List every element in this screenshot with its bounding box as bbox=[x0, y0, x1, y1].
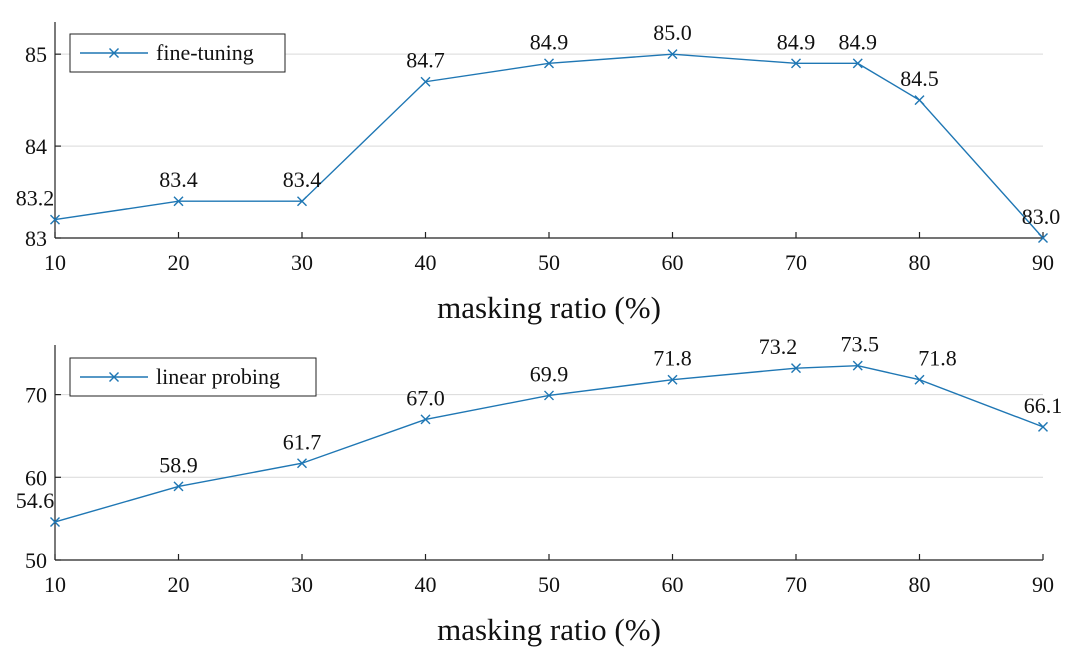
y-tick-label: 84 bbox=[25, 134, 47, 159]
data-label: 66.1 bbox=[1024, 393, 1063, 418]
legend: fine-tuning bbox=[69, 33, 286, 73]
data-point-marker bbox=[297, 458, 307, 469]
x-tick-label: 40 bbox=[415, 250, 437, 275]
data-point-marker bbox=[914, 95, 925, 106]
x-tick-label: 70 bbox=[785, 250, 807, 275]
data-label: 84.9 bbox=[777, 29, 816, 54]
data-label: 84.7 bbox=[406, 48, 445, 73]
legend-label: linear probing bbox=[156, 364, 280, 389]
x-tick-label: 90 bbox=[1032, 572, 1054, 597]
data-point-marker bbox=[420, 414, 431, 425]
chart-panel-2: 50 60 70 10 20 30 40 50 60 70 80 90 masking ratio (%… bbox=[16, 332, 1063, 647]
legend-label: fine-tuning bbox=[156, 40, 254, 65]
y-tick-label: 83 bbox=[25, 226, 47, 251]
data-label: 84.9 bbox=[530, 29, 569, 54]
y-tick-label: 60 bbox=[25, 465, 47, 490]
data-point-marker bbox=[667, 374, 678, 385]
data-point-marker bbox=[914, 374, 925, 385]
x-axis-title: masking ratio (%) bbox=[437, 290, 661, 325]
series-line-fine-tuning bbox=[54, 53, 1044, 239]
data-label: 73.2 bbox=[759, 334, 798, 359]
x-tick-label: 50 bbox=[538, 250, 560, 275]
data-label: 83.4 bbox=[283, 167, 322, 192]
x-axis-title: masking ratio (%) bbox=[437, 612, 661, 647]
data-point-marker bbox=[420, 76, 431, 87]
data-point-marker bbox=[50, 214, 60, 225]
marker-stroke bbox=[50, 516, 60, 527]
data-point-marker bbox=[173, 481, 184, 492]
x-tick-label: 20 bbox=[168, 250, 190, 275]
data-label: 69.9 bbox=[530, 361, 569, 386]
x-tick-label: 70 bbox=[785, 572, 807, 597]
x-tick-label: 40 bbox=[415, 572, 437, 597]
marker-stroke bbox=[791, 58, 801, 69]
legend-marker bbox=[109, 372, 119, 382]
chart-panel-1: 83 84 85 10 20 30 40 50 60 70 80 90 masking ratio (%… bbox=[16, 20, 1061, 325]
marker-stroke bbox=[852, 360, 863, 371]
marker-stroke bbox=[914, 374, 925, 385]
data-point-marker bbox=[50, 516, 60, 527]
marker-stroke bbox=[667, 374, 678, 385]
data-point-marker bbox=[852, 360, 863, 371]
x-tick-label: 80 bbox=[909, 572, 931, 597]
data-label: 67.0 bbox=[406, 385, 445, 410]
data-point-marker bbox=[791, 58, 801, 69]
marker-stroke bbox=[914, 95, 925, 106]
data-label: 54.6 bbox=[16, 488, 55, 513]
data-point-marker bbox=[297, 196, 307, 207]
marker-stroke bbox=[1038, 233, 1048, 243]
x-tick-label: 80 bbox=[909, 250, 931, 275]
y-tick-label: 70 bbox=[25, 383, 47, 408]
data-label: 83.4 bbox=[159, 167, 198, 192]
data-label: 71.8 bbox=[918, 346, 957, 371]
x-tick-label: 10 bbox=[44, 572, 66, 597]
marker-stroke bbox=[420, 414, 431, 425]
data-point-marker bbox=[544, 390, 554, 401]
marker-stroke bbox=[297, 458, 307, 469]
series-line-linear-probing bbox=[54, 364, 1044, 523]
marker-stroke bbox=[420, 76, 431, 87]
x-tick-label: 60 bbox=[662, 250, 684, 275]
marker-stroke bbox=[173, 481, 184, 492]
data-label: 83.2 bbox=[16, 186, 55, 211]
data-label: 58.9 bbox=[159, 452, 198, 477]
x-tick-label: 50 bbox=[538, 572, 560, 597]
data-point-marker bbox=[791, 363, 801, 374]
data-label: 83.0 bbox=[1022, 204, 1061, 229]
data-label: 85.0 bbox=[653, 20, 692, 45]
marker-stroke bbox=[544, 390, 554, 401]
data-point-marker bbox=[1038, 233, 1048, 243]
data-label: 73.5 bbox=[841, 332, 880, 357]
legend: linear probing bbox=[69, 357, 317, 397]
data-label: 61.7 bbox=[283, 429, 322, 454]
data-label: 84.5 bbox=[900, 66, 939, 91]
x-tick-label: 60 bbox=[662, 572, 684, 597]
x-tick-label: 20 bbox=[168, 572, 190, 597]
data-point-marker bbox=[173, 196, 184, 207]
marker-stroke bbox=[173, 196, 184, 207]
data-point-marker bbox=[1038, 421, 1048, 432]
x-tick-label: 10 bbox=[44, 250, 66, 275]
marker-stroke bbox=[544, 58, 554, 69]
data-point-marker bbox=[667, 49, 678, 60]
marker-stroke bbox=[667, 49, 678, 60]
marker-stroke bbox=[1038, 421, 1048, 432]
y-tick-label: 50 bbox=[25, 548, 47, 573]
data-point-marker bbox=[852, 58, 863, 69]
x-tick-label: 90 bbox=[1032, 250, 1054, 275]
marker-stroke bbox=[50, 214, 60, 225]
legend-marker bbox=[109, 48, 119, 58]
y-tick-label: 85 bbox=[25, 42, 47, 67]
x-tick-label: 30 bbox=[291, 250, 313, 275]
data-label: 84.9 bbox=[839, 29, 878, 54]
data-label: 71.8 bbox=[653, 346, 692, 371]
marker-stroke bbox=[852, 58, 863, 69]
x-tick-label: 30 bbox=[291, 572, 313, 597]
data-point-marker bbox=[544, 58, 554, 69]
marker-stroke bbox=[297, 196, 307, 207]
marker-stroke bbox=[791, 363, 801, 374]
